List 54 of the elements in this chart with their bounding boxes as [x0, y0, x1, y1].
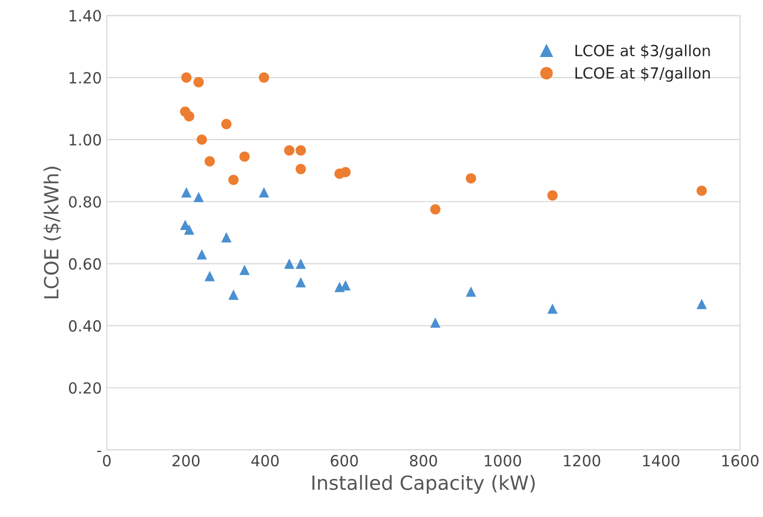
legend-label: LCOE at $3/gallon	[575, 44, 710, 60]
point	[239, 264, 250, 276]
x-tick-label: 1000	[484, 454, 522, 466]
point	[184, 224, 194, 235]
x-tick-label: 600	[330, 454, 358, 466]
point	[204, 270, 215, 282]
point	[181, 187, 192, 198]
point	[221, 232, 232, 242]
x-tick-label: 200	[172, 454, 200, 466]
point	[547, 304, 558, 314]
point	[340, 167, 351, 178]
y-tick-label: 1.00	[70, 134, 101, 146]
x-tick-label: 1400	[643, 454, 680, 466]
point	[193, 77, 204, 88]
point	[296, 258, 306, 269]
point	[430, 317, 440, 328]
point	[196, 134, 207, 145]
point	[258, 187, 270, 198]
y-tick-label: 1.40	[70, 10, 101, 22]
point	[181, 72, 192, 83]
point	[466, 286, 476, 297]
y-axis-title: LCOE ($/kWh)	[44, 166, 62, 298]
point	[258, 72, 270, 83]
x-tick-label: 400	[251, 454, 279, 466]
y-tick-label: 0.60	[68, 258, 101, 270]
point	[466, 173, 476, 184]
point	[228, 174, 239, 186]
point	[221, 118, 232, 130]
point	[193, 192, 204, 202]
point	[296, 164, 306, 174]
y-tick-label: 0.80	[68, 196, 101, 208]
point	[184, 111, 194, 122]
point	[204, 156, 215, 166]
point	[284, 258, 294, 269]
legend-label: LCOE at $7/gallon	[575, 66, 710, 82]
x-axis-title: Installed Capacity (kW)	[312, 474, 535, 494]
point	[430, 204, 440, 215]
y-tick-label: 0.40	[68, 320, 101, 332]
point	[547, 190, 558, 201]
y-tick-label: 1.20	[70, 72, 101, 84]
point	[696, 186, 707, 196]
x-tick-label: 800	[410, 454, 438, 466]
point	[296, 277, 306, 288]
point	[228, 290, 239, 300]
point	[296, 145, 306, 156]
y-tick-label: -	[97, 450, 102, 452]
point	[196, 249, 207, 260]
x-tick-label: 1600	[722, 454, 759, 466]
x-tick-label: 1200	[564, 454, 600, 466]
y-tick-label: 0.20	[68, 382, 101, 394]
point	[239, 152, 250, 162]
point	[696, 298, 707, 310]
point	[284, 145, 294, 156]
x-tick-label: 0	[102, 454, 111, 466]
